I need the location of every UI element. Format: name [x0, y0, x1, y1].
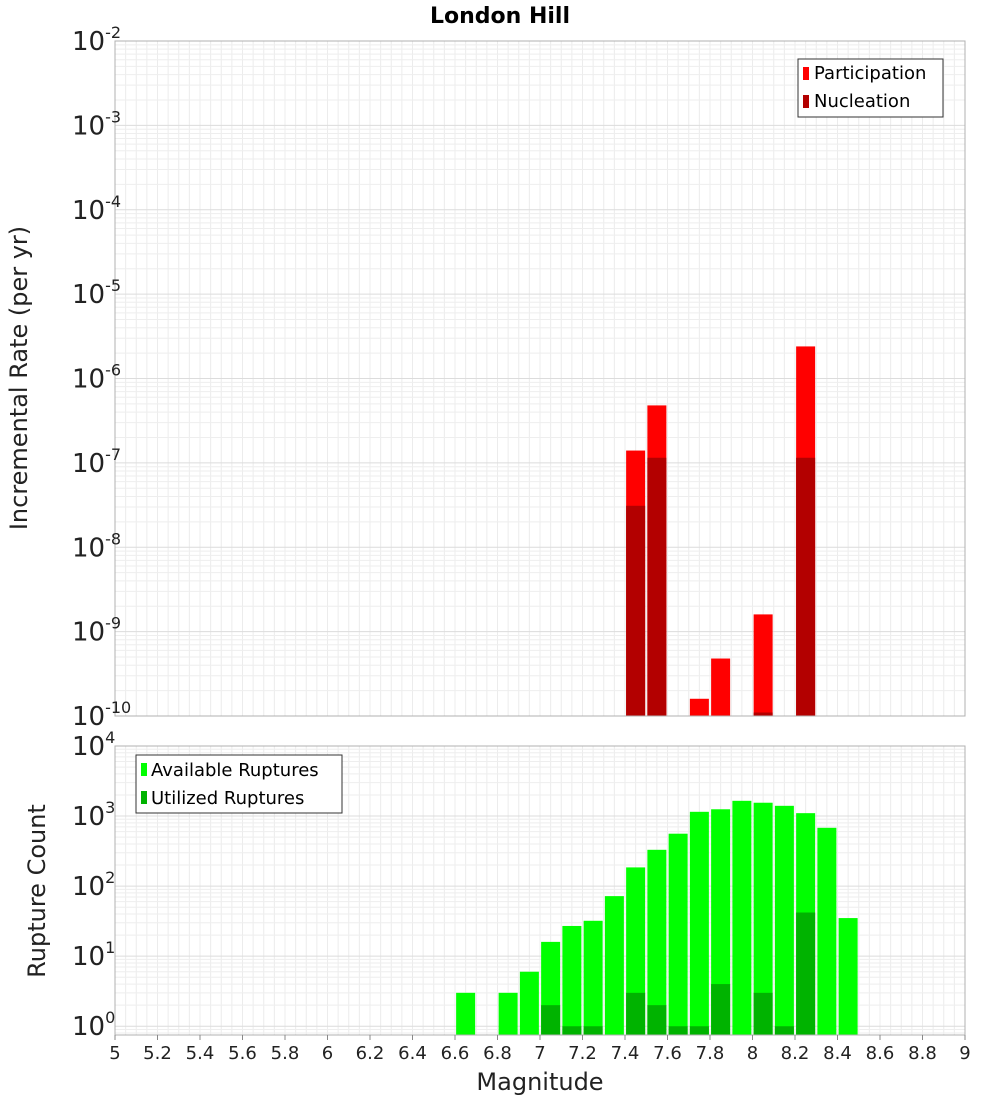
legend-label-utilized: Utilized Ruptures	[151, 788, 304, 809]
x-tick-label: 6.8	[483, 1043, 512, 1064]
x-tick-label: 8	[747, 1043, 758, 1064]
legend-label-available: Available Ruptures	[151, 760, 319, 781]
y-tick-label: 104	[72, 728, 115, 762]
bar-available-ruptures	[689, 811, 709, 1035]
x-tick-label: 6.6	[441, 1043, 470, 1064]
x-tick-label: 7.6	[653, 1043, 682, 1064]
bar-participation	[689, 698, 709, 716]
x-axis-label: Magnitude	[476, 1068, 603, 1096]
legend-label-participation: Participation	[814, 63, 926, 84]
y-tick-label: 10-8	[72, 529, 121, 563]
rate-panel: 10-10 10-9 10-8 10-7 10-6 10-5 10-4 10-3 10-2 In…	[5, 23, 966, 732]
bar-participation	[753, 614, 773, 716]
bar-available-ruptures	[583, 920, 603, 1035]
bar-utilized-ruptures	[711, 984, 731, 1035]
legend-swatch-participation	[803, 67, 809, 80]
bar-nucleation	[753, 712, 773, 716]
x-tick-label: 8.6	[866, 1043, 895, 1064]
bar-available-ruptures	[604, 896, 624, 1035]
x-tick-label: 9	[959, 1043, 970, 1064]
bar-available-ruptures	[774, 805, 794, 1035]
legend-label-nucleation: Nucleation	[814, 91, 910, 112]
bar-available-ruptures	[498, 992, 518, 1035]
bar-available-ruptures	[711, 809, 731, 1035]
count-x-ticks: 5 5.2 5.4 5.6 5.8 6 6.2 6.4 6.6 6.8 7 7.2 7.4 7.6 7.8 8…	[109, 1035, 971, 1064]
x-tick-label: 5	[109, 1043, 120, 1064]
x-tick-label: 7.4	[611, 1043, 640, 1064]
x-tick-label: 7.8	[696, 1043, 725, 1064]
bar-utilized-ruptures	[753, 992, 773, 1035]
bar-available-ruptures	[562, 925, 582, 1035]
bar-utilized-ruptures	[583, 1026, 603, 1035]
bar-utilized-ruptures	[796, 912, 816, 1035]
count-y-ticks: 100 101 102 103 104	[72, 728, 115, 1042]
bar-utilized-ruptures	[668, 1026, 688, 1035]
y-tick-label: 10-3	[72, 107, 121, 141]
legend-swatch-nucleation	[803, 95, 809, 108]
bar-available-ruptures	[817, 827, 837, 1035]
rate-y-ticks: 10-10 10-9 10-8 10-7 10-6 10-5 10-4 10-3 10-2	[72, 23, 131, 732]
bar-nucleation	[626, 505, 646, 716]
x-tick-label: 7.2	[568, 1043, 597, 1064]
y-tick-label: 10-6	[72, 361, 121, 395]
bar-available-ruptures	[668, 833, 688, 1035]
x-tick-label: 5.8	[271, 1043, 300, 1064]
legend-swatch-available	[141, 763, 147, 776]
bar-utilized-ruptures	[562, 1026, 582, 1035]
count-y-axis-label: Rupture Count	[23, 804, 51, 978]
rate-plot-frame	[114, 40, 966, 717]
x-tick-label: 8.4	[823, 1043, 852, 1064]
y-tick-label: 103	[72, 798, 115, 832]
x-tick-label: 5.4	[186, 1043, 215, 1064]
x-tick-label: 6	[322, 1043, 333, 1064]
bar-available-ruptures	[838, 918, 858, 1035]
bar-utilized-ruptures	[541, 1005, 561, 1035]
count-bars	[456, 800, 858, 1035]
rate-grid	[114, 40, 966, 717]
y-tick-label: 102	[72, 868, 115, 902]
y-tick-label: 100	[72, 1008, 115, 1042]
rate-legend: Participation Nucleation	[797, 58, 944, 118]
bar-participation	[711, 658, 731, 716]
legend-swatch-utilized	[141, 791, 147, 804]
bar-available-ruptures	[456, 992, 476, 1035]
bar-nucleation	[647, 457, 667, 716]
x-tick-label: 6.4	[398, 1043, 427, 1064]
count-legend: Available Ruptures Utilized Ruptures	[135, 754, 343, 814]
y-tick-label: 101	[72, 938, 115, 972]
bar-utilized-ruptures	[647, 1005, 667, 1035]
y-tick-label: 10-2	[72, 23, 121, 57]
x-tick-label: 5.2	[143, 1043, 172, 1064]
x-tick-label: 8.8	[908, 1043, 937, 1064]
bar-available-ruptures	[519, 971, 539, 1035]
bar-available-ruptures	[647, 849, 667, 1035]
rate-legend-box	[797, 58, 944, 118]
rate-bars	[626, 346, 816, 716]
bar-utilized-ruptures	[626, 992, 646, 1035]
x-tick-label: 8.2	[781, 1043, 810, 1064]
bar-utilized-ruptures	[774, 1026, 794, 1035]
y-tick-label: 10-4	[72, 192, 121, 226]
bar-available-ruptures	[732, 800, 752, 1035]
y-tick-label: 10-10	[72, 698, 131, 732]
y-tick-label: 10-5	[72, 276, 121, 310]
y-tick-label: 10-7	[72, 445, 121, 479]
count-panel: 100 101 102 103 104 5 5.2 5.4 5.6 5.8 6 6.2 6.4 6.6 6…	[23, 728, 971, 1096]
count-legend-box	[135, 754, 343, 814]
bar-available-ruptures	[753, 802, 773, 1035]
bar-utilized-ruptures	[689, 1026, 709, 1035]
bar-nucleation	[796, 457, 816, 716]
x-tick-label: 5.6	[228, 1043, 257, 1064]
x-tick-label: 6.2	[356, 1043, 385, 1064]
rate-y-axis-label: Incremental Rate (per yr)	[5, 226, 33, 530]
x-tick-label: 7	[534, 1043, 545, 1064]
y-tick-label: 10-9	[72, 614, 121, 648]
chart-title: London Hill	[430, 4, 570, 29]
